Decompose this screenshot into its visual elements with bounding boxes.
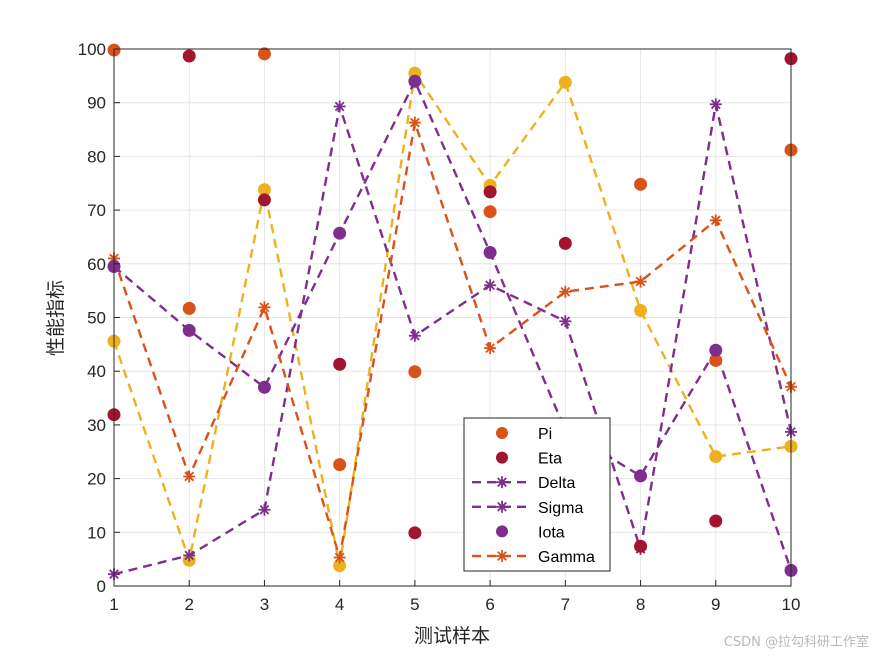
data-point-eta (634, 539, 648, 553)
data-point-unlabeled (257, 183, 271, 197)
legend-marker-iota (496, 525, 508, 538)
data-point-delta (484, 279, 497, 292)
y-tick-label: 50 (87, 309, 106, 328)
series-eta (107, 49, 798, 553)
data-point-delta (408, 329, 421, 342)
x-tick-label: 6 (485, 595, 494, 614)
data-point-pi (634, 177, 648, 191)
data-point-eta (483, 185, 497, 199)
data-point-iota (634, 469, 648, 483)
data-point-unlabeled (709, 450, 723, 464)
x-tick-label: 2 (184, 595, 193, 614)
data-point-gamma (484, 342, 497, 355)
legend-entry-iota: Iota (496, 524, 565, 541)
legend-entry-delta: Delta (472, 475, 575, 492)
y-tick-label: 0 (97, 577, 106, 596)
x-tick-label: 9 (711, 595, 720, 614)
y-tick-label: 90 (87, 94, 106, 113)
y-tick-label: 60 (87, 255, 106, 274)
legend-label-pi: Pi (538, 426, 552, 443)
data-point-iota (408, 74, 422, 88)
data-point-gamma (709, 214, 722, 227)
legend-entry-pi: Pi (496, 426, 552, 443)
series-line-gamma (112, 122, 793, 558)
y-tick-label: 100 (78, 40, 106, 59)
data-point-iota (257, 380, 271, 394)
legend: Pi Eta Delta Sigma Iota Gamma (463, 417, 611, 572)
legend-box (463, 417, 611, 572)
x-axis-label: 测试样本 (414, 625, 490, 647)
legend-marker-sigma (496, 500, 508, 513)
data-point-delta (559, 315, 572, 328)
data-point-pi (483, 205, 497, 219)
data-point-iota (182, 323, 196, 337)
data-point-eta (257, 193, 271, 207)
series-iota (107, 74, 798, 577)
legend-marker-delta (496, 476, 508, 489)
series-unlabeled (107, 66, 798, 573)
data-point-unlabeled (333, 559, 347, 573)
series-line-delta (113, 104, 793, 576)
x-tick-label: 7 (561, 595, 570, 614)
legend-label-iota: Iota (538, 524, 565, 541)
data-point-eta (182, 49, 196, 63)
data-point-delta (183, 549, 196, 562)
legend-label-sigma: Sigma (538, 500, 583, 517)
x-tick-label: 5 (410, 595, 419, 614)
data-point-eta (333, 357, 347, 371)
legend-label-delta: Delta (538, 475, 575, 492)
series-gamma (108, 116, 797, 564)
x-tick-label: 1 (109, 595, 118, 614)
data-point-eta (709, 514, 723, 528)
x-tick-label: 4 (335, 595, 344, 614)
x-tick-label: 10 (782, 595, 801, 614)
data-point-iota (709, 343, 723, 357)
y-axis-label: 性能指标 (45, 280, 67, 356)
data-point-delta (709, 98, 722, 111)
data-point-gamma (258, 301, 271, 314)
data-point-pi (408, 365, 422, 379)
data-point-gamma (634, 275, 647, 288)
legend-entry-eta: Eta (496, 451, 562, 468)
data-point-gamma (408, 116, 421, 129)
x-tick-label: 3 (260, 595, 269, 614)
y-tick-label: 40 (87, 362, 106, 381)
legend-marker-pi (496, 427, 508, 439)
legend-marker-eta (496, 451, 508, 464)
y-tick-label: 20 (87, 470, 106, 489)
data-point-eta (408, 526, 422, 540)
data-point-pi (709, 353, 723, 367)
y-tick-label: 30 (87, 416, 106, 435)
data-point-pi (333, 458, 347, 472)
data-point-eta (558, 236, 572, 250)
data-point-delta (333, 100, 346, 113)
legend-label-gamma: Gamma (538, 549, 595, 566)
data-point-gamma (559, 285, 572, 298)
series-layer (107, 43, 798, 581)
legend-marker-gamma (496, 550, 508, 562)
legend-entry-sigma: Sigma (472, 500, 583, 517)
data-point-gamma (333, 551, 346, 564)
series-line-unlabeled (112, 69, 792, 566)
data-point-pi (257, 47, 271, 61)
data-point-delta (258, 503, 271, 516)
x-tick-label: 8 (636, 595, 645, 614)
legend-entry-gamma: Gamma (472, 549, 595, 566)
data-point-iota (333, 226, 347, 240)
data-point-iota (483, 246, 497, 260)
data-point-pi (182, 301, 196, 315)
data-point-unlabeled (558, 75, 572, 89)
watermark: CSDN @拉勾科研工作室 (723, 635, 869, 650)
y-tick-label: 80 (87, 147, 106, 166)
y-tick-label: 10 (87, 523, 106, 542)
y-tick-label: 70 (87, 201, 106, 220)
legend-label-eta: Eta (538, 451, 562, 468)
data-point-gamma (183, 470, 196, 483)
data-point-unlabeled (634, 304, 648, 318)
